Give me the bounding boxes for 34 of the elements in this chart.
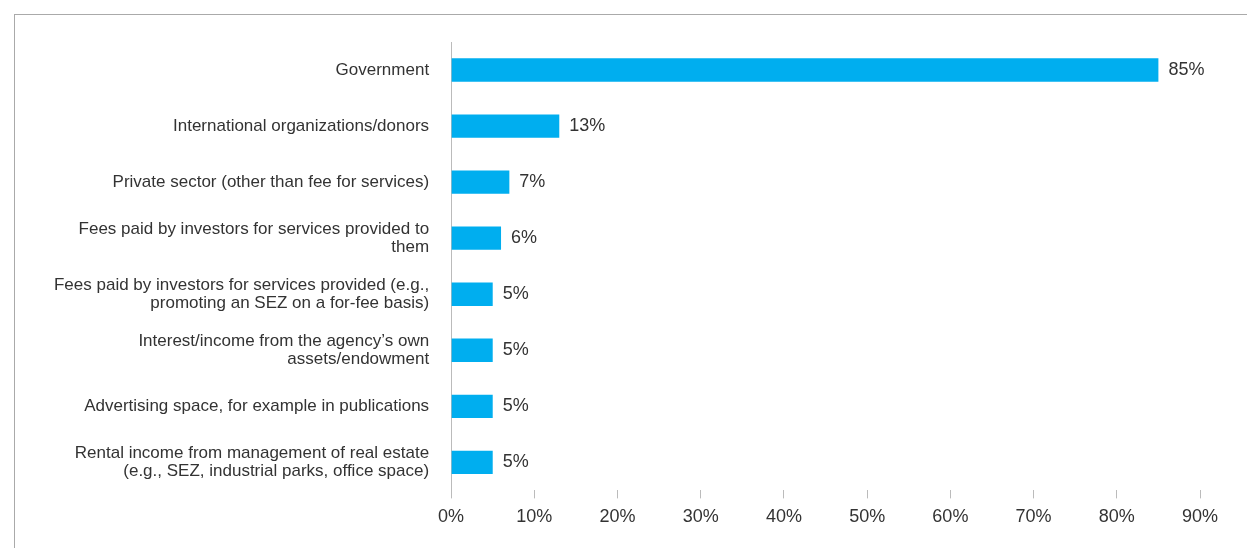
x-tick-label: 90% (1181, 506, 1219, 527)
data-label: 5% (502, 451, 529, 472)
bar (451, 170, 510, 194)
x-tick-label: 10% (516, 506, 553, 527)
data-label: 5% (502, 395, 529, 416)
y-tick-label: Rental income from management of real estate (e.g., SEZ, industrial parks, office space) (74, 442, 430, 481)
data-label: 7% (519, 171, 546, 192)
x-tick-label: 70% (1015, 506, 1052, 527)
bar (451, 114, 560, 138)
bar (451, 226, 502, 250)
bar (451, 58, 1159, 82)
x-tick-label: 0% (438, 506, 465, 527)
y-tick-label: Fees paid by investors for services provided to them (78, 218, 430, 257)
x-tick-label: 20% (599, 506, 636, 527)
bar (451, 282, 493, 306)
data-label: 5% (502, 339, 529, 360)
x-tick-label: 30% (682, 506, 719, 527)
x-tick-label: 60% (932, 506, 969, 527)
y-tick-label: Advertising space, for example in publications (84, 396, 430, 416)
bar (451, 338, 493, 362)
data-label: 13% (569, 115, 606, 136)
x-tick-label: 50% (849, 506, 886, 527)
x-tick-label: 40% (765, 506, 802, 527)
y-tick-label: International organizations/donors (172, 115, 430, 135)
data-label: 5% (502, 283, 529, 304)
x-tick-label: 80% (1098, 506, 1135, 527)
y-tick-label: Fees paid by investors for services provided (e.g., promoting an SEZ on a for-fee basis) (53, 274, 430, 313)
bar (451, 450, 493, 475)
y-tick-label: Private sector (other than fee for services) (112, 171, 430, 191)
y-tick-label: Government (335, 59, 430, 79)
data-label: 85% (1168, 58, 1205, 79)
data-label: 6% (511, 227, 538, 248)
y-tick-label: Interest/income from the agency’s own assets/endowment (138, 330, 430, 369)
bar (451, 394, 493, 418)
